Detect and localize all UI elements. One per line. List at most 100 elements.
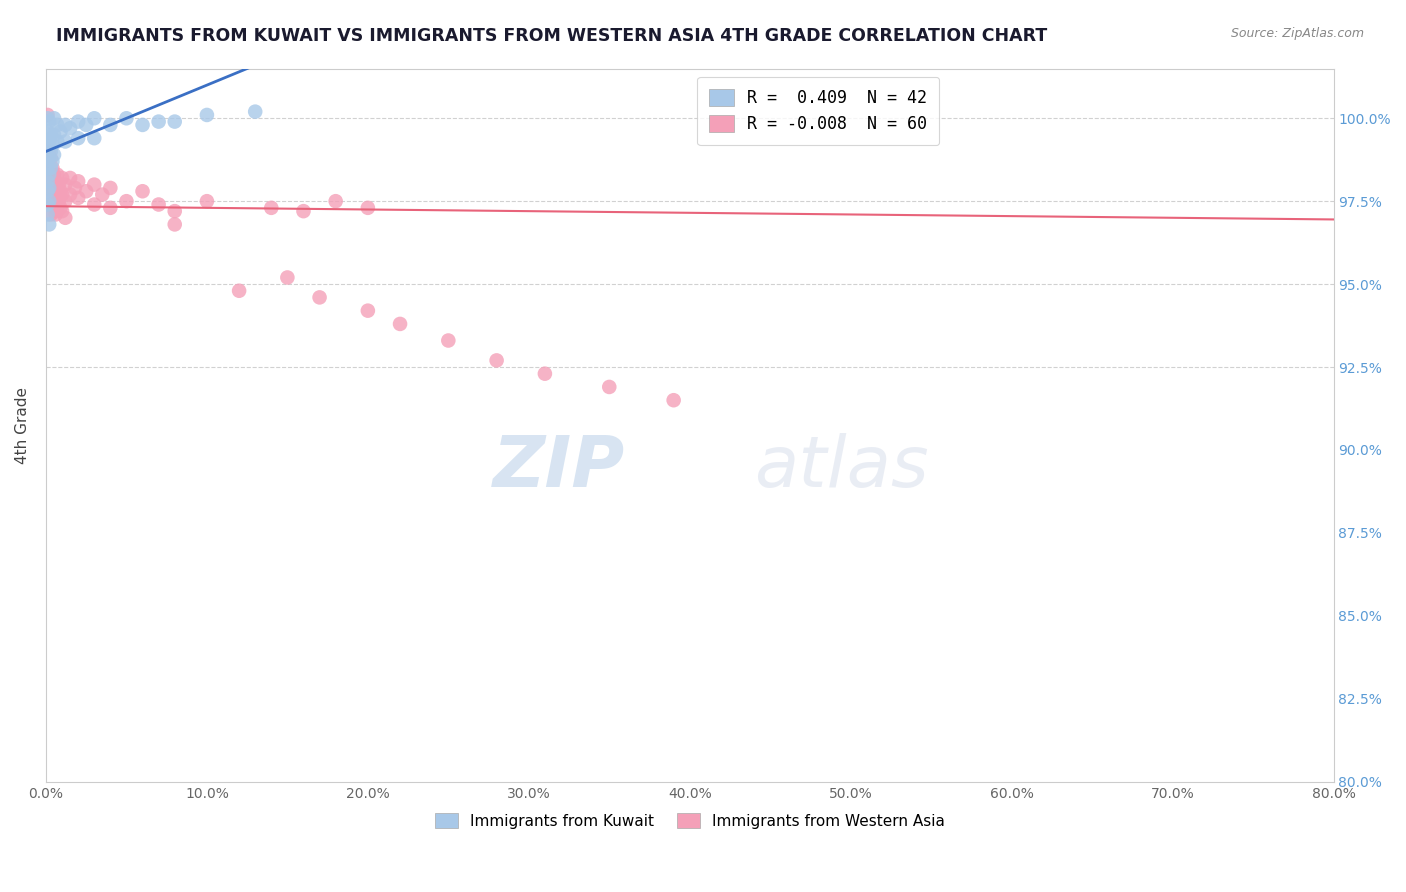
Point bbox=[245, 104, 267, 119]
Point bbox=[42, 168, 65, 182]
Point bbox=[38, 161, 60, 175]
Point bbox=[48, 178, 70, 192]
Point bbox=[37, 207, 59, 221]
Point bbox=[53, 118, 76, 132]
Point bbox=[325, 194, 347, 209]
Point bbox=[163, 204, 186, 219]
Point bbox=[67, 191, 90, 205]
Point bbox=[38, 168, 60, 182]
Point bbox=[389, 317, 412, 331]
Point bbox=[91, 187, 114, 202]
Point bbox=[163, 114, 186, 128]
Point bbox=[59, 187, 82, 202]
Point bbox=[37, 184, 59, 198]
Point bbox=[38, 194, 60, 209]
Point bbox=[131, 184, 153, 198]
Point bbox=[83, 112, 105, 126]
Point bbox=[39, 151, 62, 165]
Point bbox=[662, 393, 685, 408]
Point bbox=[41, 197, 63, 211]
Point bbox=[41, 154, 63, 169]
Point bbox=[276, 270, 298, 285]
Point bbox=[357, 303, 380, 318]
Point bbox=[51, 187, 73, 202]
Point bbox=[37, 197, 59, 211]
Point bbox=[98, 201, 121, 215]
Point bbox=[51, 204, 73, 219]
Point bbox=[38, 145, 60, 159]
Point bbox=[83, 131, 105, 145]
Point bbox=[308, 290, 330, 304]
Point bbox=[53, 135, 76, 149]
Point bbox=[38, 181, 60, 195]
Text: Source: ZipAtlas.com: Source: ZipAtlas.com bbox=[1230, 27, 1364, 40]
Point bbox=[67, 174, 90, 188]
Point bbox=[598, 380, 620, 394]
Point bbox=[38, 135, 60, 149]
Point bbox=[37, 124, 59, 138]
Point bbox=[41, 137, 63, 152]
Point bbox=[67, 114, 90, 128]
Point bbox=[53, 178, 76, 192]
Point bbox=[42, 147, 65, 161]
Point bbox=[437, 334, 460, 348]
Point bbox=[67, 131, 90, 145]
Point bbox=[59, 121, 82, 136]
Point bbox=[98, 181, 121, 195]
Point bbox=[75, 184, 97, 198]
Point bbox=[37, 108, 59, 122]
Point bbox=[46, 118, 69, 132]
Point bbox=[39, 145, 62, 159]
Point bbox=[38, 218, 60, 232]
Text: ZIP: ZIP bbox=[494, 434, 626, 502]
Point bbox=[98, 118, 121, 132]
Point bbox=[42, 112, 65, 126]
Point bbox=[39, 207, 62, 221]
Point bbox=[37, 112, 59, 126]
Point bbox=[83, 178, 105, 192]
Point bbox=[41, 181, 63, 195]
Point bbox=[46, 204, 69, 219]
Point bbox=[260, 201, 283, 215]
Point bbox=[53, 211, 76, 225]
Point bbox=[46, 168, 69, 182]
Point bbox=[75, 118, 97, 132]
Text: atlas: atlas bbox=[754, 434, 929, 502]
Point bbox=[195, 108, 218, 122]
Point bbox=[115, 194, 138, 209]
Point bbox=[63, 181, 86, 195]
Point bbox=[49, 201, 72, 215]
Text: IMMIGRANTS FROM KUWAIT VS IMMIGRANTS FROM WESTERN ASIA 4TH GRADE CORRELATION CHA: IMMIGRANTS FROM KUWAIT VS IMMIGRANTS FRO… bbox=[56, 27, 1047, 45]
Point bbox=[148, 197, 170, 211]
Point bbox=[53, 194, 76, 209]
Point bbox=[131, 118, 153, 132]
Point bbox=[115, 112, 138, 126]
Point bbox=[83, 197, 105, 211]
Point bbox=[357, 201, 380, 215]
Y-axis label: 4th Grade: 4th Grade bbox=[15, 386, 30, 464]
Point bbox=[49, 184, 72, 198]
Point bbox=[534, 367, 557, 381]
Point bbox=[51, 171, 73, 186]
Point bbox=[292, 204, 315, 219]
Point bbox=[46, 135, 69, 149]
Point bbox=[59, 171, 82, 186]
Point bbox=[485, 353, 508, 368]
Point bbox=[49, 124, 72, 138]
Point bbox=[228, 284, 250, 298]
Point bbox=[37, 151, 59, 165]
Point bbox=[163, 218, 186, 232]
Point bbox=[42, 184, 65, 198]
Point bbox=[38, 114, 60, 128]
Point bbox=[195, 194, 218, 209]
Point bbox=[42, 128, 65, 142]
Point bbox=[48, 194, 70, 209]
Point bbox=[39, 191, 62, 205]
Point bbox=[41, 161, 63, 175]
Point bbox=[39, 128, 62, 142]
Point bbox=[37, 174, 59, 188]
Legend: Immigrants from Kuwait, Immigrants from Western Asia: Immigrants from Kuwait, Immigrants from … bbox=[429, 806, 950, 835]
Point bbox=[39, 171, 62, 186]
Point bbox=[37, 137, 59, 152]
Point bbox=[39, 161, 62, 175]
